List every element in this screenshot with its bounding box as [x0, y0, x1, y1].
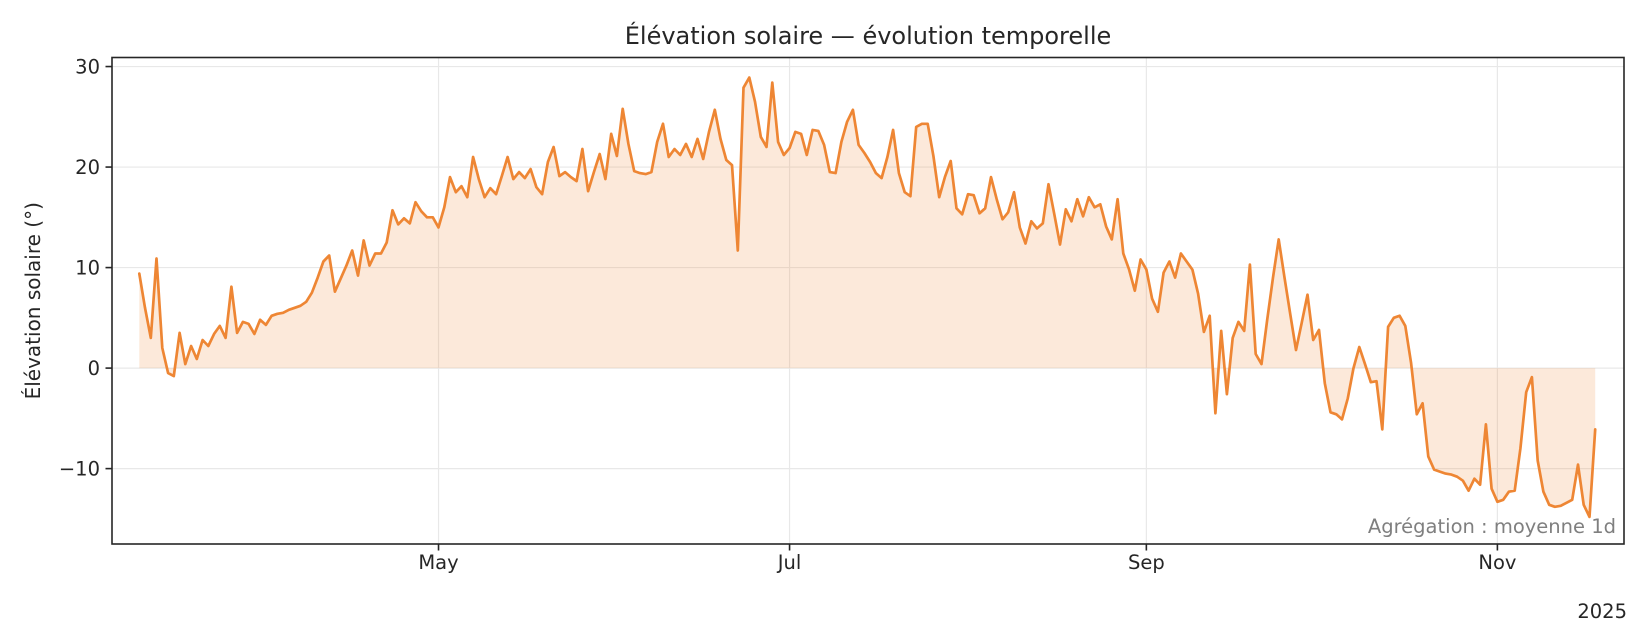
x-axis-year-label: 2025: [1577, 600, 1627, 623]
y-tick-label: −10: [59, 458, 100, 481]
y-tick-labels: −10 0 10 20 30: [59, 56, 100, 481]
y-tick-label: 10: [75, 257, 100, 280]
x-tick-labels: May Jul Sep Nov: [418, 551, 1516, 574]
x-tick-label: Jul: [776, 551, 802, 574]
plot-border: [111, 56, 1625, 545]
x-tick-label: Nov: [1478, 551, 1516, 574]
tick-marks: [105, 65, 1499, 551]
x-tick-label: Sep: [1128, 551, 1165, 574]
y-tick-label: 0: [88, 357, 100, 380]
chart-title: Élévation solaire — évolution temporelle: [625, 21, 1112, 50]
area-fill: [139, 77, 1596, 517]
gridlines: [112, 57, 1624, 544]
y-tick-label: 20: [75, 156, 100, 179]
aggregation-annotation: Agrégation : moyenne 1d: [1368, 515, 1616, 538]
y-axis-label: Élévation solaire (°): [21, 202, 45, 399]
x-tick-label: May: [418, 551, 458, 574]
line-series: [137, 76, 1597, 519]
y-tick-label: 30: [75, 56, 100, 79]
